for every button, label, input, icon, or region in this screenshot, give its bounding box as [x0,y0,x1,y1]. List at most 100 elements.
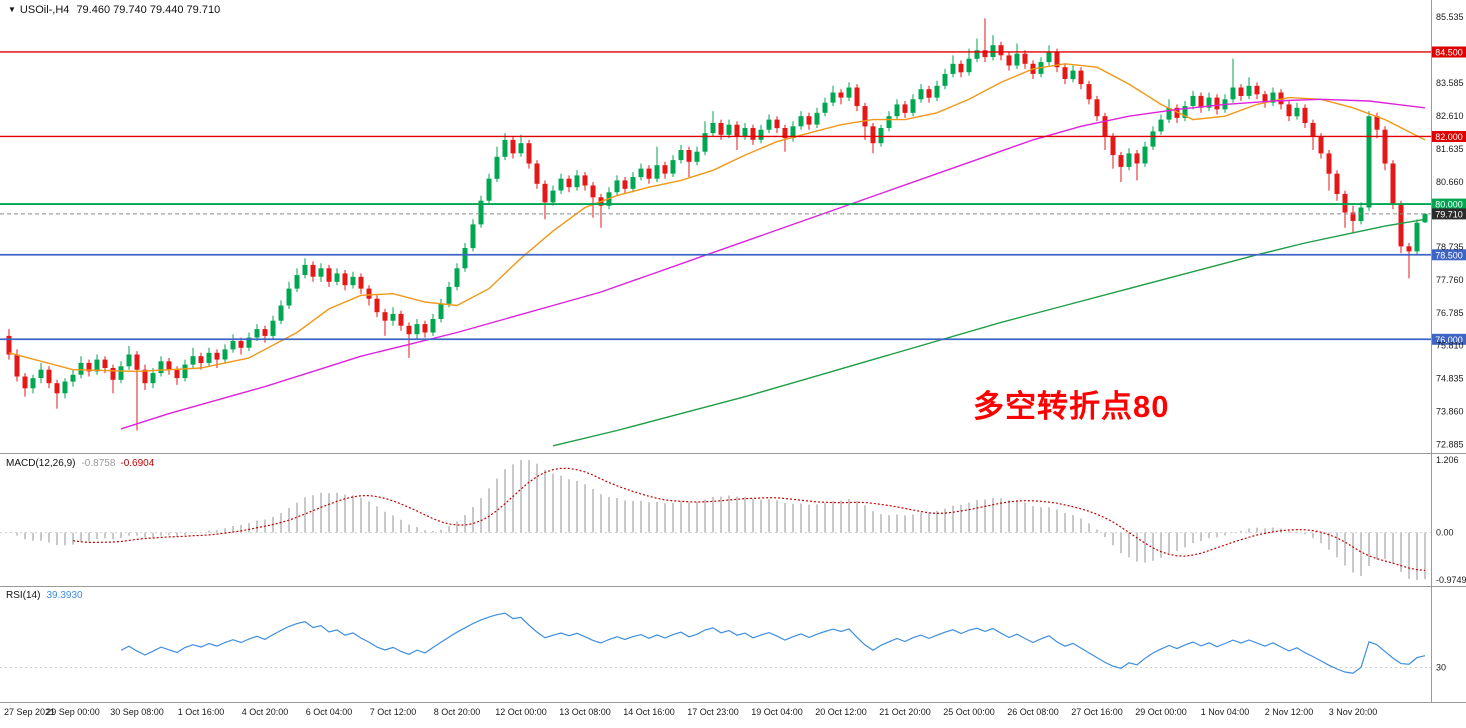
time-label[interactable]: 12 Oct 00:00 [495,707,547,717]
time-label[interactable]: 2 Nov 12:00 [1265,707,1314,717]
candle-body [582,175,588,186]
candle-body [406,325,412,335]
candle-body [1142,146,1148,164]
candle-body [150,373,156,384]
macd-axis-label: 0.00 [1436,528,1454,538]
candle-body [510,139,516,154]
candle-body [590,185,596,198]
candle-body [1318,136,1324,154]
candle-body [1182,106,1188,118]
candle-body [230,341,236,350]
candle-body [438,303,444,319]
time-label[interactable]: 20 Oct 12:00 [815,707,867,717]
candle-body [382,312,388,321]
candle-body [926,89,932,98]
time-label[interactable]: 21 Oct 20:00 [879,707,931,717]
candle-body [526,143,532,164]
time-label[interactable]: 8 Oct 20:00 [434,707,481,717]
candle-body [750,128,756,140]
macd-signal-value: -0.6904 [120,458,155,469]
macd-panel [0,460,1431,580]
candle-body [1326,153,1332,174]
annotation-text[interactable]: 多空转折点80 [973,389,1170,424]
candle-body [758,129,764,140]
candle-body [1014,53,1020,66]
candle-body [566,178,572,188]
candle-body [486,178,492,201]
candle-body [462,248,468,269]
candle-body [878,128,884,144]
candle-body [814,112,820,125]
candle-body [134,354,140,370]
candle-body [142,369,148,384]
candle-body [198,356,204,363]
candle-body [246,337,252,348]
candle-body [686,150,692,162]
candle-body [982,50,988,58]
time-label[interactable]: 27 Sep 2021 [4,707,55,717]
candle-body [670,160,676,174]
time-label[interactable]: 4 Oct 20:00 [242,707,289,717]
rsi-line [120,612,1426,674]
candle-body [38,369,44,379]
price-tick-label: 76.785 [1436,308,1464,318]
hline-price-badge-text: 76.000 [1435,335,1463,345]
time-label[interactable]: 30 Sep 08:00 [110,707,164,717]
time-label[interactable]: 25 Oct 00:00 [943,707,995,717]
rsi-panel [0,612,1431,674]
candle-body [886,116,892,128]
candle-body [1174,107,1180,118]
candle-body [1238,87,1244,96]
candle-body [646,168,652,179]
candle-body [1022,53,1028,64]
candle-body [638,168,644,178]
candle-body [158,361,164,374]
candle-body [1350,212,1356,221]
time-label[interactable]: 29 Oct 00:00 [1135,707,1187,717]
candle-body [1270,92,1276,103]
time-label[interactable]: 3 Nov 20:00 [1329,707,1378,717]
candle-body [614,180,620,193]
candle-body [1062,67,1068,79]
current-price-badge [1432,208,1466,220]
candle-body [774,119,780,129]
time-label[interactable]: 14 Oct 16:00 [623,707,675,717]
hline-price-badge [1432,131,1466,142]
candle-body [1382,129,1388,164]
candle-body [494,156,500,179]
symbol-dropdown-icon[interactable]: ▼ [8,5,16,14]
time-label[interactable]: 1 Nov 04:00 [1201,707,1250,717]
time-label[interactable]: 13 Oct 08:00 [559,707,611,717]
time-label[interactable]: 26 Oct 08:00 [1007,707,1059,717]
candle-body [726,124,732,135]
candle-body [550,190,556,203]
candle-body [1102,116,1108,137]
time-label[interactable]: 29 Sep 00:00 [46,707,100,717]
time-label[interactable]: 7 Oct 12:00 [370,707,417,717]
candle-body [62,381,68,394]
macd-axis-label: 1.206 [1436,455,1459,465]
candle-body [1054,52,1060,68]
time-label[interactable]: 19 Oct 04:00 [751,707,803,717]
candle-body [46,369,52,384]
candle-body [1150,131,1156,147]
candle-body [374,298,380,313]
candle-body [766,119,772,130]
candle-body [1406,246,1412,252]
candle-body [454,268,460,287]
candle-body [214,352,220,360]
candle-body [934,85,940,98]
time-label[interactable]: 1 Oct 16:00 [178,707,225,717]
candle-body [1166,107,1172,120]
candle-body [1390,163,1396,205]
time-label[interactable]: 27 Oct 16:00 [1071,707,1123,717]
price-tick-label: 74.835 [1436,374,1464,384]
candle-body [902,104,908,113]
price-tick-label: 83.585 [1436,78,1464,88]
price-tick-label: 80.660 [1436,177,1464,187]
time-label[interactable]: 6 Oct 04:00 [306,707,353,717]
macd-main-value: -0.8758 [81,458,116,469]
time-label[interactable]: 17 Oct 23:00 [687,707,739,717]
candle-body [358,276,364,289]
